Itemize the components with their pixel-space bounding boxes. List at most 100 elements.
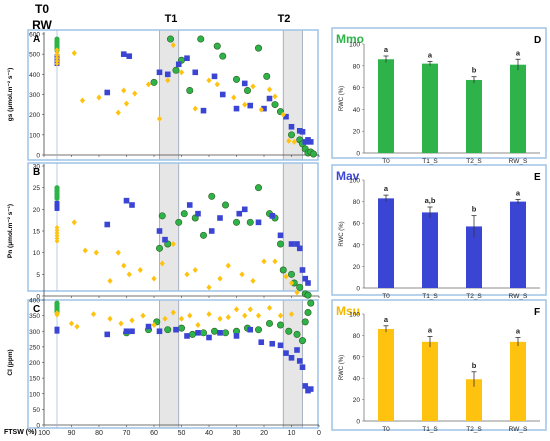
data-point-mav (192, 69, 199, 76)
y-tick-label: 100 (349, 178, 360, 185)
y-tick-label: 0 (36, 423, 40, 430)
data-point-msu (71, 50, 77, 57)
data-point-mav (261, 105, 267, 112)
data-point-msu (74, 323, 80, 330)
data-point-msu (288, 280, 295, 286)
significance-letter: a (516, 327, 521, 336)
y-axis-label: RWC (%) (339, 221, 345, 246)
data-point-mav (104, 89, 111, 96)
data-point-msu (140, 312, 146, 319)
data-point-mav (296, 358, 303, 364)
data-point-msu (250, 83, 256, 90)
bar-t2_s (466, 79, 482, 153)
y-tick-label: 200 (29, 112, 40, 119)
data-point-mmo (279, 266, 287, 274)
data-point-mav (104, 331, 111, 338)
data-point-mmo (213, 42, 221, 50)
data-point-mav (200, 107, 207, 114)
data-point-mav (241, 206, 248, 213)
data-point-mmo (276, 321, 284, 329)
data-point-msu (217, 315, 223, 322)
bar-t0 (378, 328, 394, 421)
data-point-mmo (186, 86, 194, 94)
cluster-point (54, 55, 60, 61)
data-point-mav (217, 215, 223, 221)
data-point-mav (296, 245, 303, 252)
data-point-msu (280, 111, 286, 118)
cluster-point (54, 224, 60, 231)
cluster-point (54, 328, 60, 334)
data-point-msu (184, 271, 190, 278)
data-point-mav (123, 197, 130, 204)
data-point-mav (302, 275, 309, 282)
data-point-msu (242, 101, 248, 108)
cluster-point (54, 206, 60, 211)
data-point-mmo (296, 283, 304, 291)
y-tick-label: 60 (353, 354, 361, 361)
data-point-msu (233, 306, 240, 313)
data-point-msu (239, 271, 245, 278)
data-point-msu (71, 219, 77, 226)
data-point-mav (175, 61, 182, 68)
data-point-mmo (200, 231, 208, 239)
panel-title: Mmo (336, 32, 364, 46)
data-point-msu (192, 267, 198, 273)
cluster-point (54, 312, 60, 318)
y-tick-label: 40 (353, 376, 361, 383)
cluster-point (54, 47, 60, 53)
data-point-mav (208, 228, 215, 234)
data-point-mmo (276, 240, 284, 248)
x-tick-label: 100 (38, 430, 50, 437)
y-tick-label: 0 (36, 294, 40, 301)
data-point-mav (241, 80, 248, 87)
data-point-mav (186, 202, 193, 208)
panel-border (27, 29, 319, 161)
ftsw-axis-label: FTSW (%) (4, 429, 37, 436)
data-point-mav (299, 364, 306, 370)
data-point-mav (184, 333, 190, 339)
y-tick-label: 500 (29, 52, 40, 59)
panel-letter: F (534, 307, 540, 318)
y-tick-label: 25 (33, 185, 41, 192)
panel-letter: C (33, 304, 40, 315)
bar-t1_s (422, 63, 438, 154)
data-point-mav (173, 326, 179, 333)
y-tick-label: 300 (29, 329, 40, 336)
y-axis-label: RWC (%) (339, 86, 345, 111)
data-point-mmo (175, 218, 183, 226)
data-point-msu (137, 267, 143, 273)
data-point-mav (195, 330, 201, 336)
data-point-msu (145, 81, 152, 88)
data-point-mav (307, 139, 314, 145)
significance-letter: a (516, 48, 521, 57)
cluster-point (54, 195, 60, 201)
panel-title: Mav (336, 169, 360, 183)
data-point-msu (217, 275, 223, 282)
data-point-mmo (293, 330, 301, 338)
data-point-mmo (150, 78, 158, 86)
data-point-mav (129, 202, 135, 208)
bar-rw_s (510, 341, 526, 421)
t1-band (159, 162, 180, 292)
category-label: T0 (382, 426, 390, 433)
data-point-msu (107, 277, 113, 284)
data-point-msu (261, 258, 267, 265)
cluster-point (54, 61, 60, 67)
data-point-msu (162, 315, 168, 322)
data-point-msu (107, 315, 113, 322)
data-point-msu (195, 322, 201, 328)
data-point-mmo (233, 75, 241, 83)
y-axis-label: CI (ppm) (7, 349, 14, 375)
data-point-mmo (200, 329, 208, 337)
data-point-msu (121, 262, 127, 269)
data-point-mav (126, 53, 133, 59)
bar-t1_s (422, 341, 438, 421)
x-tick-label: 70 (123, 430, 131, 437)
data-point-mav (236, 210, 243, 217)
data-point-mav (266, 95, 273, 102)
data-point-mmo (233, 218, 241, 226)
t1-band (159, 29, 180, 161)
x-tick-label: 40 (205, 430, 213, 437)
bar-panel-d: Mmo D 0 20 40 60 80 100 RWC (%) a T0 a T1_S b T2_S a RW_… (331, 27, 547, 165)
bar-t2_s (466, 379, 482, 421)
